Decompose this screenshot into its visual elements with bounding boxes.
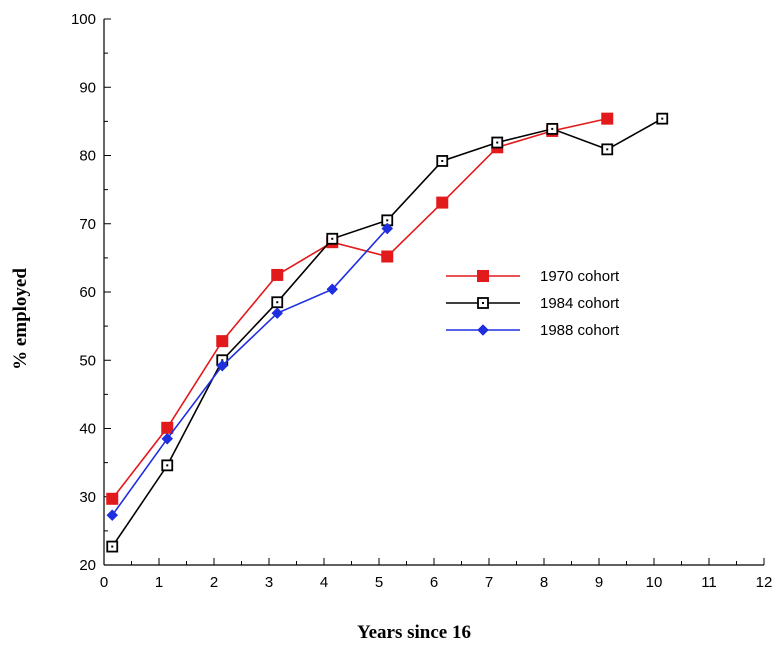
data-point	[601, 143, 614, 156]
data-point	[271, 296, 284, 309]
legend-item: 1984 cohort	[446, 295, 620, 312]
marker-center	[111, 545, 114, 548]
y-tick-label: 100	[71, 11, 96, 28]
marker-center	[661, 117, 664, 120]
marker-center	[331, 237, 334, 240]
x-tick-label: 3	[265, 574, 273, 591]
data-point	[161, 421, 174, 434]
series-layer	[106, 112, 669, 553]
data-point	[546, 122, 559, 135]
data-point	[106, 509, 119, 522]
x-tick-label: 5	[375, 574, 383, 591]
x-tick-label: 1	[155, 574, 163, 591]
x-tick-label: 6	[430, 574, 438, 591]
legend-marker	[477, 297, 489, 309]
y-tick-label: 80	[79, 148, 96, 165]
y-tick-label: 50	[79, 352, 96, 369]
data-point	[161, 459, 174, 472]
y-tick-label: 90	[79, 79, 96, 96]
x-tick-label: 2	[210, 574, 218, 591]
marker-center	[496, 141, 499, 144]
series-1984	[106, 112, 669, 553]
data-point	[106, 492, 119, 505]
data-point	[216, 335, 229, 348]
data-point	[161, 432, 174, 445]
legend-label: 1984 cohort	[540, 295, 620, 312]
x-axis-title: Years since 16	[357, 622, 471, 643]
x-tick-label: 0	[100, 574, 108, 591]
x-tick-label: 4	[320, 574, 328, 591]
x-tick-label: 12	[756, 574, 773, 591]
data-point	[271, 268, 284, 281]
x-tick-label: 8	[540, 574, 548, 591]
marker-center	[441, 159, 444, 162]
series-line	[111, 227, 388, 516]
marker-center	[386, 219, 389, 222]
data-point	[216, 359, 229, 372]
legend-label: 1970 cohort	[540, 268, 620, 285]
data-point	[381, 222, 394, 235]
data-point	[491, 136, 504, 149]
x-tick-label: 7	[485, 574, 493, 591]
legend-item: 1988 cohort	[446, 322, 620, 339]
data-point	[326, 232, 339, 245]
data-point	[656, 112, 669, 125]
data-point	[601, 112, 614, 125]
data-point	[271, 307, 284, 320]
y-tick-label: 20	[79, 557, 96, 574]
x-tick-label: 10	[646, 574, 663, 591]
series-1970	[106, 112, 614, 505]
x-tick-label: 11	[701, 574, 717, 591]
y-tick-label: 30	[79, 489, 96, 506]
data-point	[326, 283, 339, 296]
marker-center	[276, 301, 279, 304]
data-point	[436, 196, 449, 209]
legend: 1970 cohort 1984 cohort 1988 cohort	[446, 268, 620, 339]
legend-marker	[477, 270, 489, 282]
series-line	[111, 117, 608, 500]
marker-center	[551, 127, 554, 130]
y-tick-label: 40	[79, 421, 96, 438]
legend-label: 1988 cohort	[540, 322, 620, 339]
y-tick-label: 60	[79, 284, 96, 301]
legend-item: 1970 cohort	[446, 268, 620, 285]
legend-marker	[477, 324, 489, 336]
marker-center	[606, 148, 609, 151]
x-tick-label: 9	[595, 574, 603, 591]
series-1988	[106, 222, 394, 522]
data-point	[106, 540, 119, 553]
y-tick-label: 70	[79, 216, 96, 233]
data-point	[436, 155, 449, 167]
marker-center	[166, 464, 169, 467]
marker-center	[482, 302, 484, 304]
y-axis-title: % employed	[10, 268, 31, 370]
data-point	[381, 250, 394, 263]
